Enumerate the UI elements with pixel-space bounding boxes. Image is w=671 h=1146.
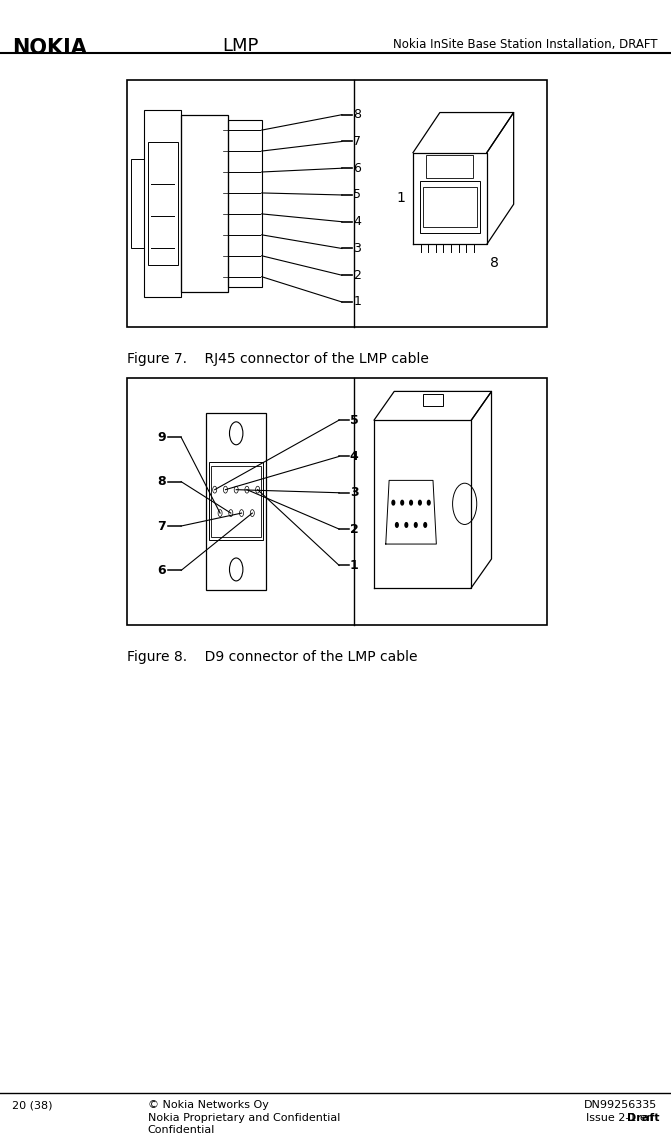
Text: 3: 3 [354, 242, 361, 254]
Text: Figure 7.    RJ45 connector of the LMP cable: Figure 7. RJ45 connector of the LMP cabl… [127, 352, 429, 366]
Bar [127, 80, 547, 327]
Text: 8: 8 [491, 256, 499, 269]
Circle shape [392, 501, 395, 505]
Circle shape [427, 501, 430, 505]
Bar [209, 462, 263, 541]
Bar [228, 119, 262, 288]
Text: Draft: Draft [627, 1113, 660, 1123]
Text: 4: 4 [354, 215, 361, 228]
Text: © Nokia Networks Oy: © Nokia Networks Oy [148, 1100, 268, 1110]
Circle shape [405, 523, 408, 527]
Text: Confidential: Confidential [148, 1125, 215, 1136]
Bar [420, 181, 480, 233]
Circle shape [401, 501, 403, 505]
Bar [211, 465, 261, 537]
Text: 8: 8 [157, 476, 166, 488]
Bar [423, 394, 443, 406]
Bar [427, 155, 473, 178]
Text: Nokia InSite Base Station Installation, DRAFT: Nokia InSite Base Station Installation, … [393, 38, 658, 50]
Circle shape [424, 523, 427, 527]
Text: 2: 2 [350, 523, 359, 535]
Text: 3: 3 [350, 486, 358, 500]
Text: 7: 7 [354, 135, 361, 148]
Circle shape [410, 501, 413, 505]
Text: LMP: LMP [223, 37, 259, 55]
Circle shape [419, 501, 421, 505]
Text: 5: 5 [350, 414, 359, 426]
Text: 1: 1 [350, 559, 359, 572]
Text: 1: 1 [354, 296, 361, 308]
Bar [127, 378, 547, 625]
Text: 8: 8 [354, 108, 361, 121]
Bar [181, 115, 228, 292]
Text: 4: 4 [350, 450, 359, 463]
Bar [131, 159, 144, 248]
Text: 6: 6 [157, 564, 166, 576]
Bar [144, 110, 181, 297]
Text: 7: 7 [157, 519, 166, 533]
Text: 2: 2 [354, 268, 361, 282]
Bar [423, 187, 476, 227]
Text: DN99256335: DN99256335 [584, 1100, 658, 1110]
Text: 6: 6 [354, 162, 361, 174]
Text: Nokia Proprietary and Confidential: Nokia Proprietary and Confidential [148, 1113, 340, 1123]
Text: NOKIA: NOKIA [12, 38, 87, 57]
Text: Issue 2-1 en: Issue 2-1 en [586, 1113, 658, 1123]
Circle shape [415, 523, 417, 527]
Text: Figure 8.    D9 connector of the LMP cable: Figure 8. D9 connector of the LMP cable [127, 650, 418, 664]
Bar [148, 142, 178, 265]
Text: 5: 5 [354, 188, 361, 202]
Circle shape [395, 523, 398, 527]
Text: 1: 1 [396, 191, 405, 205]
Text: 20 (38): 20 (38) [12, 1100, 52, 1110]
Bar [206, 413, 266, 590]
Text: 9: 9 [157, 431, 166, 444]
